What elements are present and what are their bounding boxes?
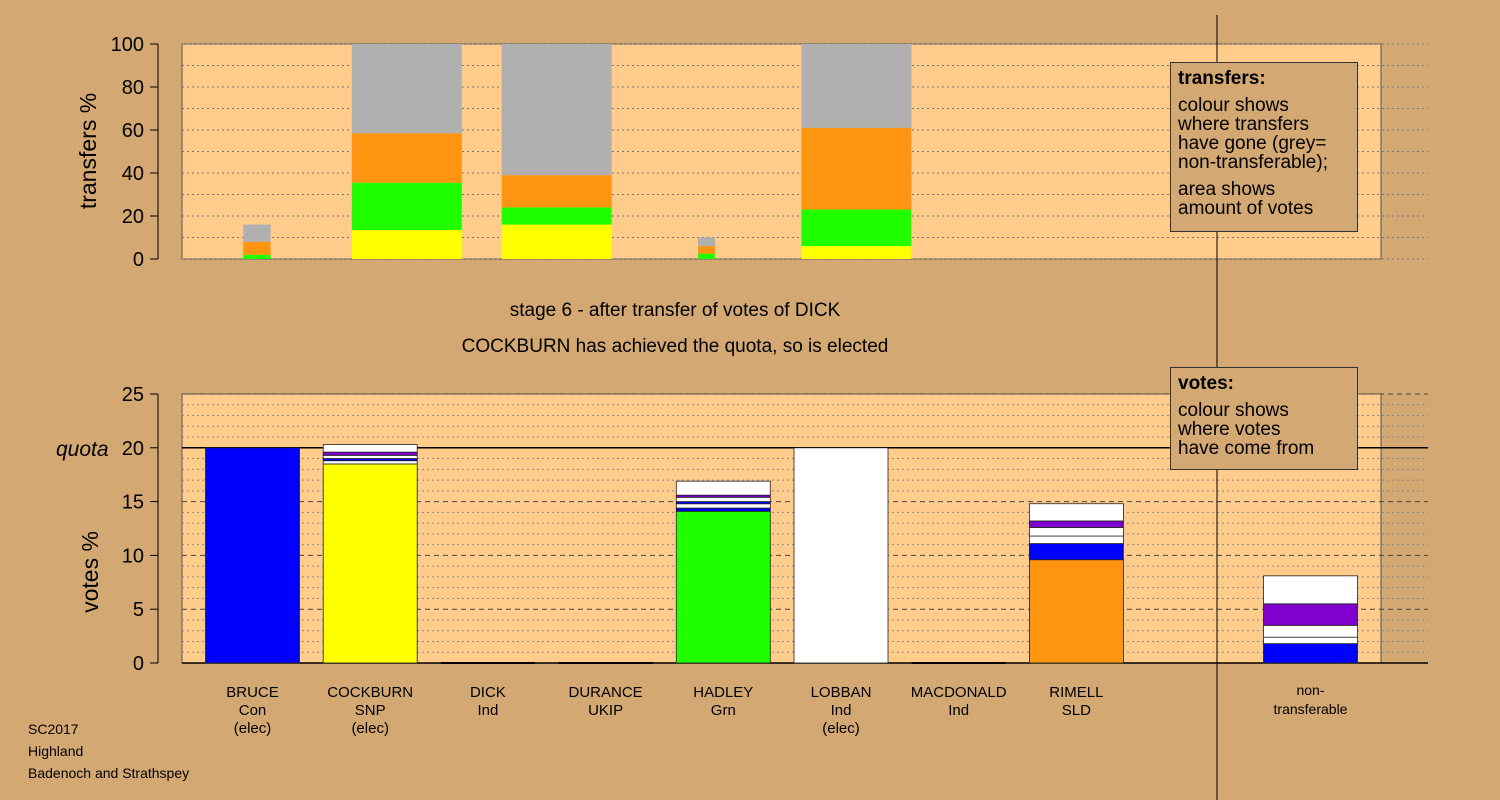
candidate-name: COCKBURN <box>327 684 413 701</box>
candidate-name: DICK <box>470 684 506 701</box>
transfers-legend-line: where transfers <box>1178 114 1309 135</box>
votes-legend-line: have come from <box>1178 438 1315 459</box>
candidate-name: RIMELL <box>1049 684 1103 701</box>
votes-legend-line: where votes <box>1178 419 1281 440</box>
votes-y-tick: 5 <box>133 599 144 621</box>
vote-bar-segment <box>675 503 771 509</box>
vote-bar-segment <box>205 447 300 664</box>
vote-bar-segment <box>1263 636 1358 645</box>
transfers-legend: transfers: colour shows where transfers … <box>1170 62 1358 232</box>
footer-council: Highland <box>28 743 84 759</box>
vote-bar-segment <box>1029 559 1124 664</box>
transfers-y-tick: 20 <box>122 206 144 228</box>
transfer-bar-segment <box>697 246 716 254</box>
votes-y-label: votes % <box>77 531 103 613</box>
transfer-bar-segment <box>501 44 612 176</box>
transfer-bar-segment <box>243 254 271 259</box>
transfer-bar-segment <box>243 224 271 242</box>
transfers-legend-line: non-transferable); <box>1178 152 1328 173</box>
transfers-legend-line: have gone (grey= <box>1178 133 1327 154</box>
votes-y-tick: 15 <box>122 492 144 514</box>
votes-legend: votes: colour shows where votes have com… <box>1170 367 1358 470</box>
vote-bar-segment <box>1029 503 1124 522</box>
vote-bar-segment <box>675 480 771 496</box>
transfer-bar-segment <box>501 207 612 225</box>
candidate-party: SLD <box>1062 702 1091 719</box>
vote-bar-segment <box>1029 527 1124 537</box>
transfer-bar-segment <box>801 246 912 259</box>
transfers-y-tick: 100 <box>111 34 144 56</box>
vote-bar-segment <box>1263 575 1358 605</box>
transfer-bar-segment <box>351 229 462 259</box>
transfers-y-tick: 0 <box>133 249 144 271</box>
vote-bar-segment <box>1029 520 1124 528</box>
votes-legend-heading: votes: <box>1178 373 1234 394</box>
candidate-party: Grn <box>711 702 736 719</box>
quota-label: quota <box>56 438 109 461</box>
vote-bar-segment <box>322 460 418 465</box>
vote-bar-segment <box>675 496 771 502</box>
transfer-bar-segment <box>697 253 716 259</box>
candidate-party: SNP <box>355 702 386 719</box>
candidate-party: Ind <box>831 702 852 719</box>
transfer-bar-segment <box>243 241 271 255</box>
vote-bar-segment <box>793 447 889 664</box>
transfer-bar-segment <box>351 182 462 230</box>
footer: SC2017 Highland Badenoch and Strathspey <box>28 718 189 784</box>
candidate-party: Ind <box>477 702 498 719</box>
candidate-name: DURANCE <box>569 684 643 701</box>
candidate-name: LOBBAN <box>811 684 872 701</box>
candidate-status: (elec) <box>351 720 389 737</box>
candidate-party: Ind <box>948 702 969 719</box>
vote-bar-segment <box>1029 535 1124 544</box>
footer-election: SC2017 <box>28 721 79 737</box>
footer-ward: Badenoch and Strathspey <box>28 765 190 781</box>
transfers-y-tick: 60 <box>122 120 144 142</box>
transfers-legend-heading: transfers: <box>1178 68 1266 89</box>
vote-bar-segment <box>675 507 771 512</box>
candidate-name: MACDONALD <box>911 684 1007 701</box>
nontransferable-label: non- <box>1296 682 1324 698</box>
transfer-bar-segment <box>697 237 716 247</box>
candidate-status: (elec) <box>822 720 860 737</box>
stage-title: stage 6 - after transfer of votes of DIC… <box>509 300 841 321</box>
votes-y-tick: 25 <box>122 384 144 406</box>
transfers-y-tick: 40 <box>122 163 144 185</box>
transfer-bar-segment <box>501 224 612 259</box>
vote-bar-segment <box>322 451 418 456</box>
votes-y-tick: 20 <box>122 438 144 460</box>
transfers-legend-line: colour shows <box>1178 95 1289 116</box>
transfers-y-label: transfers % <box>75 93 101 209</box>
vote-bar-segment <box>1263 624 1358 638</box>
vote-bar-segment <box>1263 603 1358 626</box>
transfer-bar-segment <box>801 44 912 128</box>
transfer-bar-segment <box>351 133 462 183</box>
transfers-legend-line: area shows <box>1178 179 1276 200</box>
transfer-bar-segment <box>501 175 612 208</box>
transfer-bar-segment <box>801 127 912 210</box>
candidate-party: Con <box>239 702 267 719</box>
vote-bar-segment <box>322 463 418 664</box>
vote-bar-segment <box>1263 643 1358 664</box>
transfers-legend-line: amount of votes <box>1178 198 1314 219</box>
stage-result: COCKBURN has achieved the quota, so is e… <box>461 336 889 357</box>
candidate-name: HADLEY <box>693 684 753 701</box>
vote-bar-segment <box>322 444 418 453</box>
candidate-status: (elec) <box>234 720 272 737</box>
vote-bar-segment <box>675 510 771 664</box>
vote-bar-segment <box>322 454 418 459</box>
candidate-name: BRUCE <box>226 684 279 701</box>
nontransferable-label: transferable <box>1274 701 1348 717</box>
votes-y-tick: 0 <box>133 653 144 675</box>
votes-y-tick: 10 <box>122 545 144 567</box>
transfer-bar-segment <box>351 44 462 134</box>
votes-legend-line: colour shows <box>1178 400 1289 421</box>
vote-bar-segment <box>1029 543 1124 561</box>
candidate-party: UKIP <box>588 702 623 719</box>
transfer-bar-segment <box>801 209 912 247</box>
transfers-y-tick: 80 <box>122 77 144 99</box>
